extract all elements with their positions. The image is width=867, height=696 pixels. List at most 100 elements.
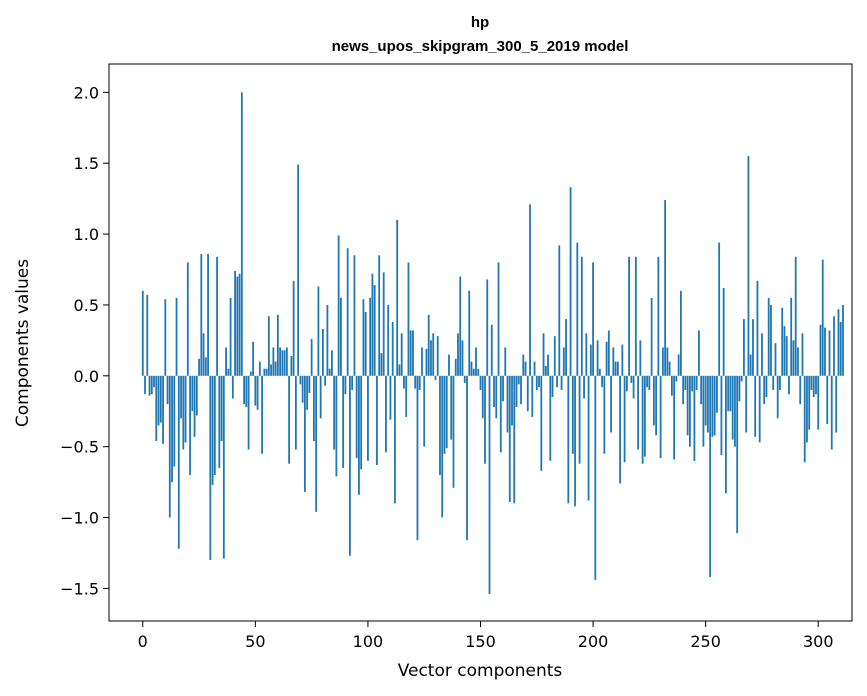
bar	[713, 375, 716, 436]
bar	[387, 304, 390, 376]
bar	[711, 375, 714, 437]
bar	[736, 375, 739, 534]
y-axis-label: Components values	[13, 259, 33, 427]
bar	[688, 375, 691, 447]
bar	[508, 375, 511, 502]
x-tick-label: 250	[690, 632, 721, 651]
y-tick-label: 1.5	[74, 154, 99, 173]
bar	[842, 304, 844, 376]
bar	[378, 255, 381, 376]
bar	[396, 219, 399, 376]
chart-title: hp	[471, 14, 489, 31]
bar	[830, 375, 833, 450]
bar	[574, 375, 576, 507]
bar	[810, 375, 813, 390]
bar	[436, 336, 439, 376]
bar	[290, 355, 293, 376]
bar	[301, 375, 304, 403]
bar	[605, 341, 608, 376]
bar	[531, 375, 534, 417]
bar	[504, 347, 507, 376]
bar	[317, 286, 320, 376]
bar	[819, 324, 822, 376]
bar	[153, 375, 155, 388]
bar	[263, 368, 266, 376]
bar	[265, 368, 268, 376]
bar	[175, 297, 178, 376]
bar	[544, 365, 547, 376]
bar	[547, 354, 549, 376]
bar	[297, 164, 300, 376]
bar	[166, 375, 169, 405]
x-tick-label: 0	[138, 632, 148, 651]
bar	[171, 375, 173, 483]
x-axis-label: Vector components	[398, 661, 563, 681]
bar	[463, 375, 466, 383]
bar	[373, 285, 376, 376]
bar	[371, 273, 374, 376]
bar	[141, 290, 144, 376]
bar	[828, 330, 831, 376]
bar	[258, 361, 261, 376]
bar	[774, 343, 777, 376]
y-tick-label: 0.5	[74, 296, 99, 315]
bar	[625, 375, 628, 392]
bar	[740, 375, 743, 382]
bar	[416, 375, 419, 541]
bar	[524, 361, 527, 376]
bar	[515, 375, 518, 407]
bar	[308, 375, 311, 393]
bar	[355, 375, 358, 459]
x-tick-label: 50	[245, 632, 265, 651]
bar	[470, 361, 473, 376]
bar	[628, 256, 631, 376]
bar	[770, 304, 772, 376]
bar	[441, 375, 444, 518]
bar	[697, 330, 700, 376]
bar	[752, 319, 754, 376]
bar	[398, 364, 401, 376]
bar	[229, 297, 232, 376]
bar	[425, 348, 428, 376]
bar	[720, 375, 723, 456]
bar	[222, 375, 225, 559]
bar	[200, 253, 203, 376]
bar	[333, 375, 336, 450]
bar	[468, 290, 471, 376]
bar	[457, 333, 459, 376]
bar	[382, 272, 385, 376]
bar	[641, 375, 644, 464]
bar	[324, 375, 327, 386]
bar	[743, 319, 745, 376]
bar	[432, 333, 435, 376]
bar	[279, 347, 282, 376]
bar	[522, 354, 525, 376]
bar	[353, 255, 356, 376]
bar	[216, 256, 218, 376]
bar-series	[141, 92, 844, 595]
x-tick-label: 150	[465, 632, 496, 651]
bar	[454, 358, 457, 376]
bar	[477, 368, 480, 376]
bar	[391, 321, 394, 376]
bar	[367, 375, 369, 461]
bar	[675, 375, 678, 382]
bar	[312, 375, 315, 442]
bar	[358, 375, 360, 495]
x-tick-label: 100	[353, 632, 384, 651]
bar	[585, 333, 588, 376]
bar	[450, 375, 453, 440]
bar	[434, 375, 437, 381]
bar	[815, 375, 817, 395]
bar	[261, 375, 264, 454]
plot-frame	[108, 63, 853, 622]
bar	[342, 375, 345, 468]
bar	[837, 309, 840, 376]
bar	[727, 375, 730, 412]
bar	[443, 375, 446, 454]
bar	[144, 375, 146, 395]
bar	[610, 375, 612, 433]
bar	[484, 375, 486, 464]
bar	[466, 375, 468, 541]
bar	[616, 361, 619, 376]
